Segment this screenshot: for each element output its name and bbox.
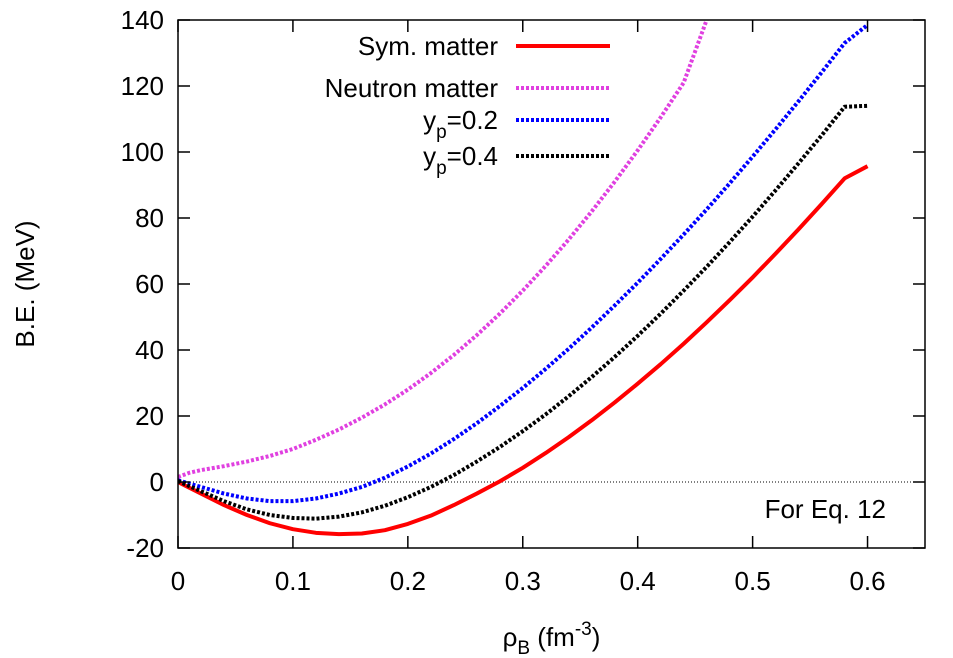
annotation-text: For Eq. 12 (765, 494, 886, 524)
series-line-0 (178, 164, 869, 537)
y-tick-label: 20 (135, 401, 164, 431)
y-tick-label: 120 (121, 71, 164, 101)
axes-layer (177, 19, 926, 549)
legend-entry-3: yp=0.4 (423, 141, 610, 179)
x-tick-label: 0 (171, 566, 185, 596)
series-line-1 (178, 20, 709, 479)
x-tick-label: 0.6 (849, 566, 885, 596)
legend-label: yp=0.4 (423, 141, 498, 179)
y-tick-label: 100 (121, 137, 164, 167)
x-tick-label: 0.5 (735, 566, 771, 596)
legend-entry-2: yp=0.2 (423, 105, 610, 143)
legend-label: Neutron matter (325, 73, 499, 103)
legend-label: yp=0.2 (423, 105, 498, 143)
plot-frame (177, 19, 926, 549)
y-tick-label: 60 (135, 269, 164, 299)
x-tick-label: 0.2 (390, 566, 426, 596)
x-axis-title-unit: (fm (530, 622, 575, 652)
x-tick-label: 0.3 (505, 566, 541, 596)
y-tick-label: 80 (135, 203, 164, 233)
y-tick-label: 140 (121, 5, 164, 35)
x-axis-title-close: ) (592, 622, 601, 652)
x-axis-title-symbol: ρ (503, 622, 518, 652)
legend-entry-1: Neutron matter (325, 73, 610, 103)
series-line-3 (178, 103, 868, 521)
x-tick-label: 0.1 (275, 566, 311, 596)
y-tick-label: 0 (150, 467, 164, 497)
series-layer (178, 20, 869, 537)
legend-entry-0: Sym. matter (358, 31, 610, 61)
y-tick-label: 40 (135, 335, 164, 365)
x-axis-title-superscript: -3 (575, 619, 592, 640)
series-line-2 (178, 23, 869, 504)
y-axis-title: B.E. (MeV) (10, 220, 40, 347)
y-tick-label: -20 (126, 533, 164, 563)
x-axis-title-subscript: B (517, 638, 530, 658)
legend-label: Sym. matter (358, 31, 498, 61)
x-axis-title: ρB (fm-3) (503, 619, 601, 658)
x-tick-label: 0.4 (620, 566, 656, 596)
